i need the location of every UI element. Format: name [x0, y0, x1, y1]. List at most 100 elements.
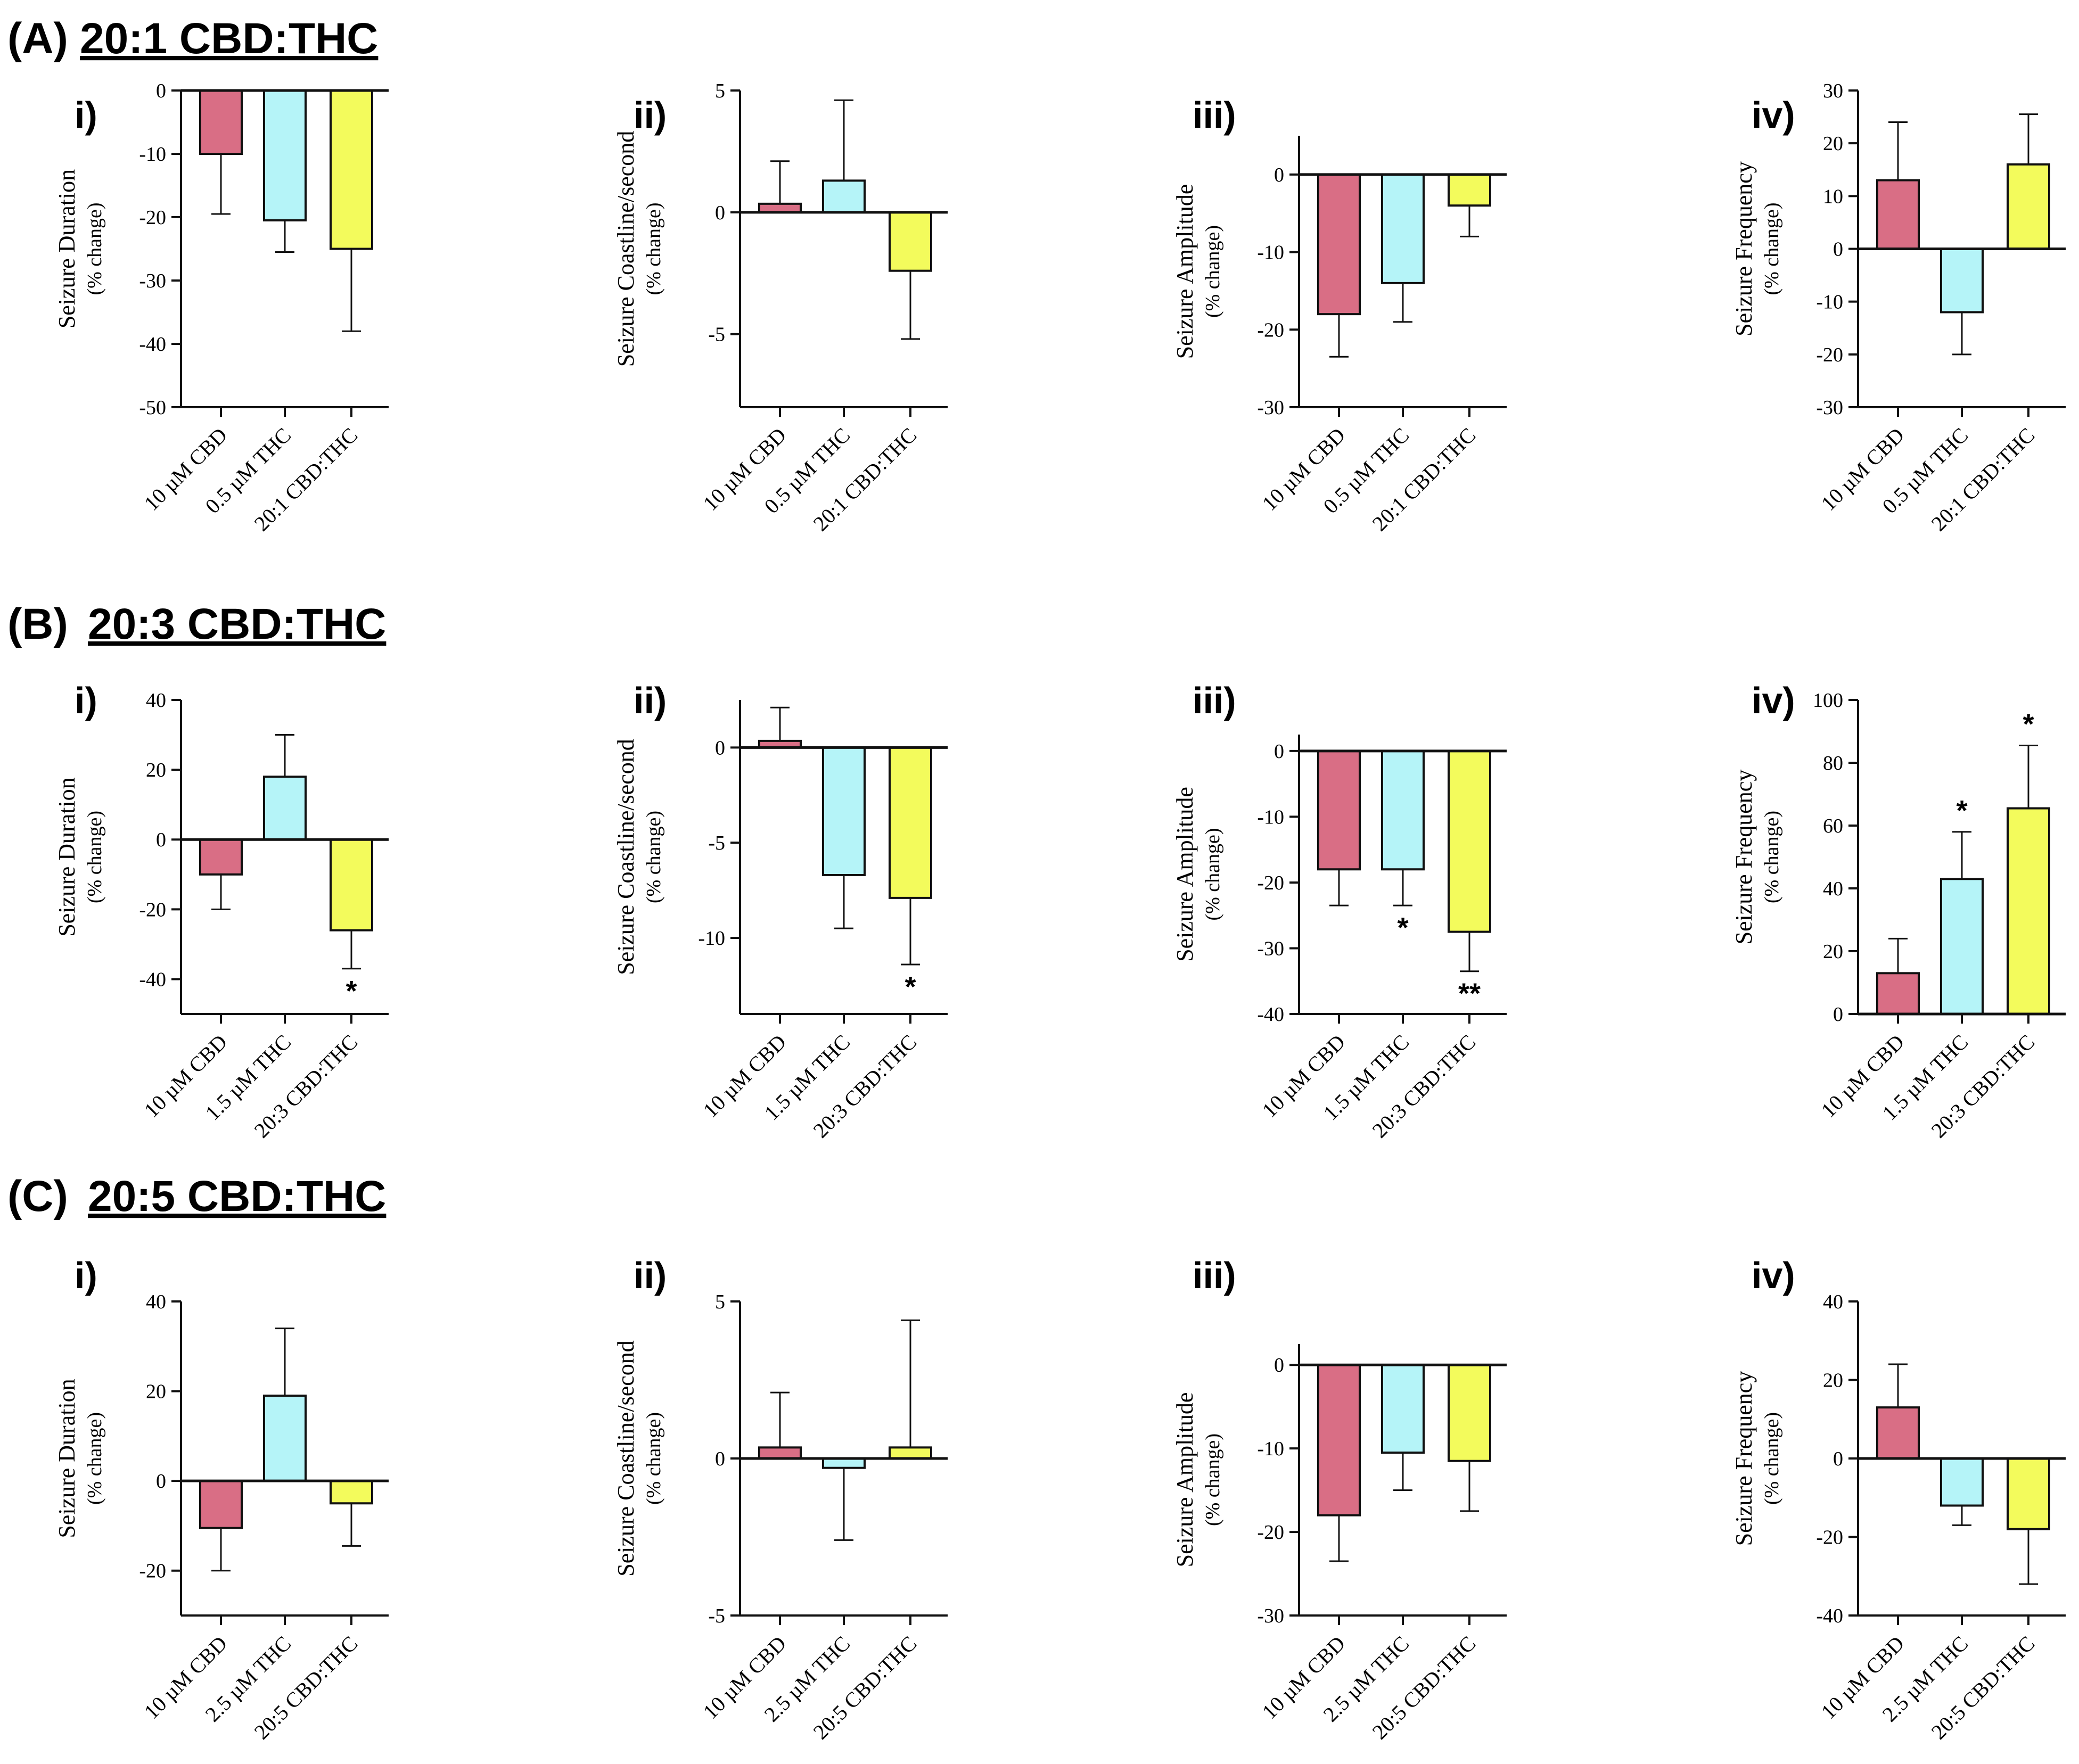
y-tick-label: 0 — [156, 80, 166, 102]
y-tick-label: 80 — [1823, 752, 1843, 774]
y-axis-sublabel: (% change) — [1202, 1433, 1224, 1526]
y-tick-label: -30 — [1257, 1605, 1284, 1627]
y-tick-label: -30 — [1816, 397, 1843, 419]
bar — [2007, 163, 2050, 250]
y-axis-label: Seizure Amplitude — [1172, 787, 1198, 962]
y-axis-sublabel: (% change) — [643, 811, 665, 903]
y-tick-label: 0 — [1274, 164, 1284, 186]
significance-marker: * — [1956, 795, 1967, 827]
y-axis-sublabel: (% change) — [1202, 828, 1224, 920]
y-tick-label: -10 — [1257, 1438, 1284, 1460]
significance-marker: * — [2023, 708, 2034, 740]
y-axis-label: Seizure Frequency — [1731, 770, 1757, 945]
panel-label: ii) — [634, 94, 667, 136]
section-ratio-b: 20:3 CBD:THC — [88, 600, 386, 648]
y-tick-label: 0 — [715, 737, 725, 759]
y-tick-label: -40 — [1257, 1003, 1284, 1026]
y-tick-label: -10 — [139, 143, 166, 166]
chart-a-1: i) 0 -10 -20 -30 -40 -50 Seizure Duration (% cha… — [54, 80, 389, 535]
y-axis-label: Seizure Frequency — [1731, 1371, 1757, 1546]
bar — [199, 89, 243, 155]
bar — [1448, 749, 1491, 933]
y-axis-label: Seizure Duration — [54, 1379, 80, 1538]
y-tick-label: 20 — [1823, 133, 1843, 155]
chart-b-2: ii) 0 -5 -10 Seizure Coastline/second (% chan… — [613, 680, 948, 1142]
panel-label: iii) — [1193, 94, 1236, 136]
y-tick-label: -20 — [1257, 319, 1284, 341]
panel-label: iii) — [1193, 1255, 1236, 1296]
panel-label: i) — [75, 680, 97, 721]
y-tick-label: 40 — [146, 689, 166, 712]
chart-a-3: iii) 0 -10 -20 -30 Seizure Amplitude (% change… — [1172, 94, 1507, 535]
bar — [1381, 173, 1425, 284]
y-tick-label: -5 — [708, 324, 725, 346]
y-tick-label: 20 — [146, 759, 166, 781]
panel-label: i) — [75, 94, 97, 136]
section-header-c: (C) 20:5 CBD:THC — [7, 1172, 386, 1221]
bar — [330, 1480, 373, 1505]
panel-label: iv) — [1752, 94, 1795, 136]
chart-a-4: iv) 30 20 10 0 -10 -20 -30 Seizure Frequency (% c… — [1731, 80, 2066, 535]
y-tick-label: 0 — [1274, 740, 1284, 763]
y-tick-label: 0 — [1274, 1354, 1284, 1376]
section-letter-b: (B) — [7, 600, 68, 648]
y-tick-label: 100 — [1813, 689, 1843, 712]
significance-marker: ** — [1458, 978, 1481, 1010]
y-axis-label: Seizure Amplitude — [1172, 1392, 1198, 1568]
chart-b-4: iv) 100 80 60 40 20 0 Seizure Frequency (% chang… — [1731, 680, 2066, 1142]
y-tick-label: 5 — [715, 80, 725, 102]
bar — [263, 89, 307, 221]
bar — [889, 1446, 932, 1460]
y-axis-sublabel: (% change) — [643, 1412, 665, 1505]
y-tick-label: 0 — [715, 1448, 725, 1470]
y-axis-sublabel: (% change) — [1761, 1412, 1783, 1505]
y-tick-label: -40 — [1816, 1605, 1843, 1627]
bar — [1940, 1457, 1984, 1507]
section-ratio-c: 20:5 CBD:THC — [88, 1172, 386, 1221]
y-tick-label: 30 — [1823, 80, 1843, 102]
y-axis-sublabel: (% change) — [84, 1412, 106, 1505]
y-tick-label: 40 — [1823, 1291, 1843, 1313]
panel-label: ii) — [634, 680, 667, 721]
section-letter-a: (A) — [7, 14, 68, 63]
y-tick-label: 40 — [1823, 878, 1843, 900]
y-tick-label: 60 — [1823, 815, 1843, 837]
y-tick-label: -50 — [139, 397, 166, 419]
bar — [330, 89, 373, 250]
section-ratio-a: 20:1 CBD:THC — [80, 14, 378, 63]
bar — [330, 838, 373, 932]
y-tick-label: -30 — [139, 270, 166, 292]
bar — [1381, 1364, 1425, 1454]
chart-b-3: iii) 0 -10 -20 -30 -40 Seizure Amplitude (% cha… — [1172, 680, 1507, 1142]
y-axis-sublabel: (% change) — [84, 811, 106, 903]
y-tick-label: -30 — [1257, 937, 1284, 960]
y-axis-sublabel: (% change) — [1761, 202, 1783, 295]
bar — [263, 1395, 307, 1482]
section-header-b: (B) 20:3 CBD:THC — [7, 600, 386, 648]
y-tick-label: -20 — [1257, 1521, 1284, 1544]
bar — [822, 746, 866, 876]
significance-marker: * — [346, 975, 357, 1007]
significance-marker: * — [905, 971, 916, 1003]
bar — [1876, 1406, 1920, 1460]
y-tick-label: 0 — [156, 829, 166, 851]
y-tick-label: -10 — [698, 927, 725, 950]
section-header-a: (A) 20:1 CBD:THC — [7, 14, 378, 63]
y-tick-label: 5 — [715, 1291, 725, 1313]
y-tick-label: 40 — [146, 1291, 166, 1313]
bar — [1448, 1364, 1491, 1462]
chart-c-3: iii) 0 -10 -20 -30 Seizure Amplitude (% change… — [1172, 1255, 1507, 1744]
y-tick-label: -10 — [1257, 806, 1284, 828]
bar — [822, 179, 866, 213]
bar — [1448, 173, 1491, 207]
section-letter-c: (C) — [7, 1172, 68, 1221]
bar — [1317, 1364, 1361, 1516]
bar — [822, 1457, 866, 1469]
panel-label: iv) — [1752, 680, 1795, 721]
y-tick-label: -40 — [139, 333, 166, 356]
y-axis-sublabel: (% change) — [1202, 225, 1224, 318]
chart-c-2: ii) 5 0 -5 Seizure Coastline/second (% change… — [613, 1255, 948, 1744]
